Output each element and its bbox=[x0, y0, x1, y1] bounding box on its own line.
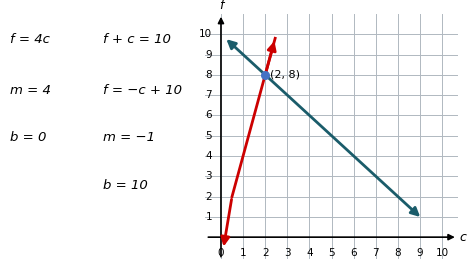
Text: 3: 3 bbox=[284, 248, 290, 258]
Text: 10: 10 bbox=[436, 248, 449, 258]
Text: 7: 7 bbox=[373, 248, 379, 258]
Text: c: c bbox=[460, 231, 467, 244]
Text: 10: 10 bbox=[199, 29, 212, 39]
Text: 6: 6 bbox=[205, 110, 212, 121]
Text: 5: 5 bbox=[205, 131, 212, 141]
Text: 5: 5 bbox=[328, 248, 335, 258]
Text: b = 0: b = 0 bbox=[10, 131, 47, 144]
Text: 9: 9 bbox=[205, 50, 212, 59]
Text: 1: 1 bbox=[240, 248, 247, 258]
Text: 1: 1 bbox=[205, 212, 212, 222]
Text: 4: 4 bbox=[306, 248, 313, 258]
Text: m = −1: m = −1 bbox=[103, 131, 155, 144]
Text: 6: 6 bbox=[350, 248, 357, 258]
Text: b = 10: b = 10 bbox=[103, 179, 148, 192]
Text: 7: 7 bbox=[205, 90, 212, 100]
Text: f = 4c: f = 4c bbox=[10, 33, 50, 47]
Text: 3: 3 bbox=[205, 171, 212, 181]
Text: f + c = 10: f + c = 10 bbox=[103, 33, 170, 47]
Text: m = 4: m = 4 bbox=[10, 84, 51, 97]
Text: 8: 8 bbox=[395, 248, 401, 258]
Text: 4: 4 bbox=[205, 151, 212, 161]
Text: f: f bbox=[219, 0, 223, 12]
Text: 8: 8 bbox=[205, 70, 212, 80]
Text: 2: 2 bbox=[262, 248, 269, 258]
Text: 0: 0 bbox=[218, 248, 224, 258]
Text: f = −c + 10: f = −c + 10 bbox=[103, 84, 182, 97]
Text: (2, 8): (2, 8) bbox=[269, 70, 300, 80]
Text: 9: 9 bbox=[417, 248, 424, 258]
Text: 2: 2 bbox=[205, 192, 212, 201]
